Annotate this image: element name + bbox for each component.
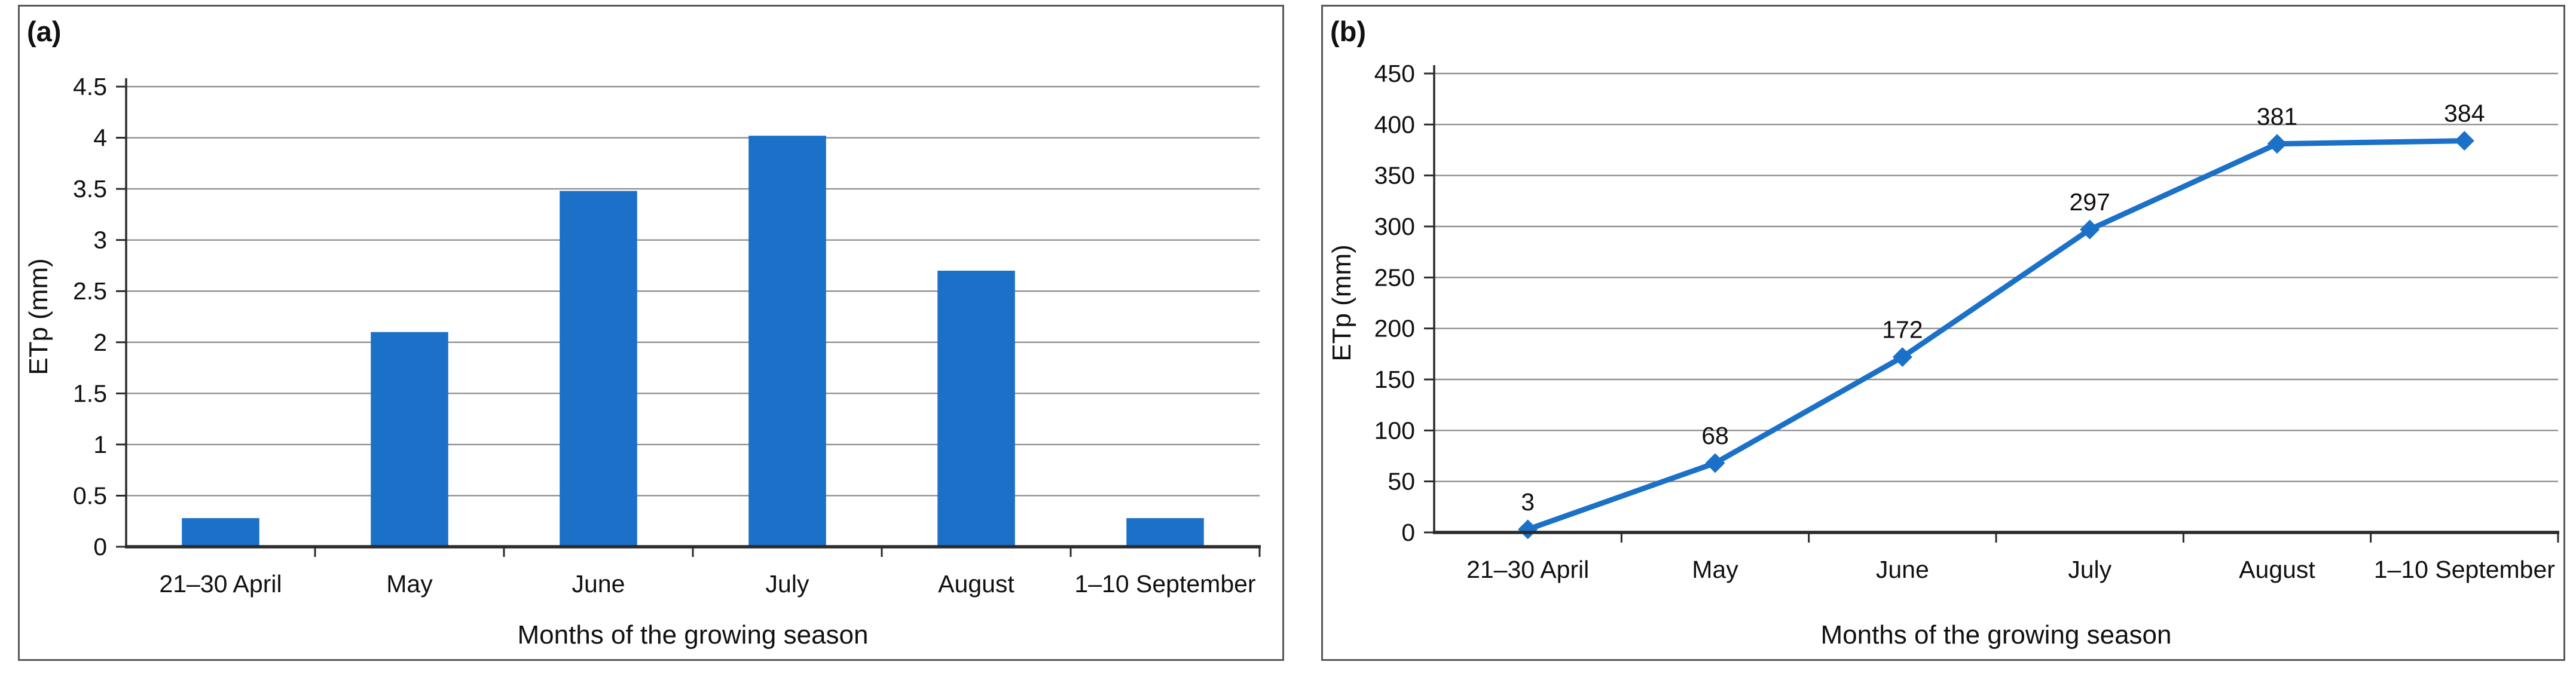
data-labels: 3 68 172 297 381 384 — [1521, 100, 2485, 516]
y-axis-title: ETp (mm) — [1327, 244, 1356, 362]
y-tick-label: 1 — [93, 431, 107, 458]
y-tick-label: 150 — [1374, 366, 1415, 393]
y-tick-label: 450 — [1374, 60, 1415, 87]
ticks: 0 50 100 150 200 250 300 350 400 450 21–30 April Ma… — [1374, 60, 2559, 583]
bar-series — [182, 136, 1204, 547]
y-tick-label: 350 — [1374, 162, 1415, 189]
line-series — [1518, 131, 2474, 540]
x-tick-label: 1–10 September — [2374, 556, 2555, 583]
y-tick-label: 4.5 — [73, 73, 107, 100]
bar — [182, 518, 259, 547]
x-axis-title: Months of the growing season — [1820, 620, 2171, 650]
y-tick-label: 100 — [1374, 416, 1415, 444]
x-tick-label: May — [1692, 556, 1738, 583]
y-tick-label: 0 — [93, 533, 107, 561]
bar — [560, 191, 637, 547]
x-tick-label: 21–30 April — [159, 570, 282, 598]
y-tick-label: 2.5 — [73, 277, 107, 305]
y-tick-label: 3.5 — [73, 175, 107, 203]
data-label: 297 — [2069, 188, 2110, 216]
bar-chart-monthly-etp: 0 0.5 1 1.5 2 2.5 3 3.5 4 4.5 21–30 April May June Ju… — [24, 73, 1261, 650]
marker-diamond — [2454, 131, 2474, 151]
marker-diamond — [2267, 134, 2287, 154]
bar — [1126, 518, 1204, 547]
marker-diamond — [1892, 347, 1912, 367]
data-label: 3 — [1521, 488, 1535, 516]
data-label: 381 — [2257, 103, 2297, 130]
y-tick-label: 200 — [1374, 315, 1415, 342]
marker-diamond — [2080, 219, 2100, 240]
panel-b-label: (b) — [1330, 16, 1367, 47]
ticks: 0 0.5 1 1.5 2 2.5 3 3.5 4 4.5 21–30 April May June Ju… — [73, 73, 1261, 598]
data-label: 172 — [1882, 316, 1923, 343]
y-tick-label: 0.5 — [73, 482, 107, 509]
bar — [748, 136, 826, 547]
y-tick-label: 50 — [1388, 468, 1415, 495]
panel-a: 0 0.5 1 1.5 2 2.5 3 3.5 4 4.5 21–30 April May June Ju… — [18, 5, 1284, 661]
y-tick-label: 250 — [1374, 264, 1415, 291]
y-tick-label: 0 — [1401, 519, 1415, 546]
bar — [937, 271, 1015, 547]
x-tick-label: May — [386, 570, 433, 598]
panel-b: 3 68 172 297 381 384 0 50 100 150 200 250 300 350 400 4… — [1321, 5, 2565, 661]
x-tick-label: June — [572, 570, 625, 598]
x-tick-label: August — [938, 570, 1014, 598]
x-tick-label: August — [2239, 556, 2315, 583]
marker-diamond — [1518, 519, 1538, 540]
x-tick-label: July — [2068, 556, 2111, 583]
gridlines — [1434, 72, 2558, 482]
y-tick-label: 1.5 — [73, 379, 107, 407]
y-tick-label: 3 — [93, 226, 107, 254]
y-tick-label: 4 — [93, 124, 107, 152]
x-axis-title: Months of the growing season — [517, 620, 868, 650]
marker-diamond — [1705, 453, 1725, 473]
y-tick-label: 300 — [1374, 213, 1415, 240]
x-tick-label: July — [766, 570, 809, 598]
y-axis-title: ETp (mm) — [24, 258, 53, 375]
line-chart-cumulative-etp: 3 68 172 297 381 384 0 50 100 150 200 250 300 350 400 4… — [1327, 60, 2559, 650]
x-tick-label: June — [1876, 556, 1929, 583]
y-tick-label: 2 — [93, 329, 107, 356]
gridlines — [126, 85, 1260, 497]
y-tick-label: 400 — [1374, 111, 1415, 138]
series-line — [1525, 138, 2467, 532]
x-tick-label: 1–10 September — [1074, 570, 1255, 598]
x-tick-label: 21–30 April — [1466, 556, 1589, 583]
bar — [371, 332, 448, 547]
data-label: 384 — [2444, 100, 2485, 127]
panel-a-label: (a) — [27, 16, 62, 47]
data-label: 68 — [1701, 422, 1729, 449]
